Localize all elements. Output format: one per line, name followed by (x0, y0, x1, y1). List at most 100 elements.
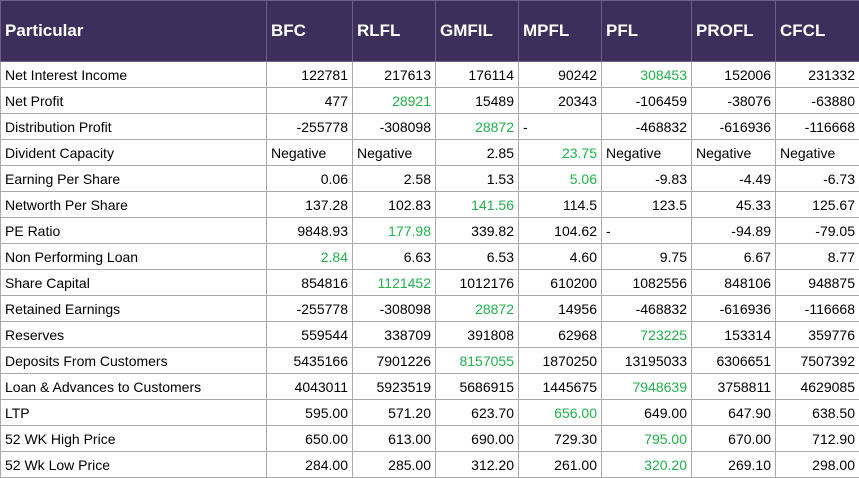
row-label: Loan & Advances to Customers (0, 373, 267, 400)
table-row: Deposits From Customers 5435166 7901226 815… (0, 347, 859, 374)
header-pfl: PFL (601, 0, 692, 62)
cell-profl: 269.10 (691, 451, 776, 478)
cell-gmfil: 690.00 (435, 425, 519, 452)
cell-profl: 45.33 (691, 191, 776, 218)
cell-pfl: 320.20 (601, 451, 692, 478)
cell-bfc: 284.00 (266, 451, 353, 478)
cell-rlfl: 285.00 (352, 451, 436, 478)
header-mpfl: MPFL (518, 0, 602, 62)
cell-profl: Negative (691, 139, 776, 166)
header-profl: PROFL (691, 0, 776, 62)
row-label: 52 Wk Low Price (0, 451, 267, 478)
cell-rlfl: 338709 (352, 321, 436, 348)
row-label: Deposits From Customers (0, 347, 267, 374)
cell-mpfl: 5.06 (518, 165, 602, 192)
cell-pfl: - (601, 217, 692, 244)
header-bfc: BFC (266, 0, 353, 62)
cell-mpfl: 1870250 (518, 347, 602, 374)
row-label: Net Interest Income (0, 61, 267, 88)
cell-bfc: 5435166 (266, 347, 353, 374)
cell-pfl: -9.83 (601, 165, 692, 192)
row-label: Distribution Profit (0, 113, 267, 140)
cell-cfcl: 8.77 (775, 243, 859, 270)
cell-pfl: 1082556 (601, 269, 692, 296)
cell-rlfl: Negative (352, 139, 436, 166)
cell-bfc: 0.06 (266, 165, 353, 192)
table-row: LTP 595.00 571.20 623.70 656.00 649.00 647.90 6… (0, 399, 859, 426)
cell-bfc: 477 (266, 87, 353, 114)
table-row: Non Performing Loan 2.84 6.63 6.53 4.60 9.75 6… (0, 243, 859, 270)
cell-gmfil: 6.53 (435, 243, 519, 270)
cell-pfl: -468832 (601, 113, 692, 140)
table-body: Net Interest Income 122781 217613 176114 902… (0, 61, 859, 478)
table-row: Reserves 559544 338709 391808 62968 723225 153… (0, 321, 859, 348)
table-row: Share Capital 854816 1121452 1012176 610200 1… (0, 269, 859, 296)
cell-profl: 6.67 (691, 243, 776, 270)
cell-pfl: 9.75 (601, 243, 692, 270)
row-label: 52 WK High Price (0, 425, 267, 452)
cell-cfcl: 948875 (775, 269, 859, 296)
cell-profl: 153314 (691, 321, 776, 348)
table-row: 52 Wk Low Price 284.00 285.00 312.20 261.00 3… (0, 451, 859, 478)
cell-pfl: 723225 (601, 321, 692, 348)
cell-bfc: 559544 (266, 321, 353, 348)
table-row: Divident Capacity Negative Negative 2.85 23.… (0, 139, 859, 166)
cell-bfc: -255778 (266, 113, 353, 140)
cell-pfl: 308453 (601, 61, 692, 88)
cell-mpfl: 14956 (518, 295, 602, 322)
table-row: PE Ratio 9848.93 177.98 339.82 104.62- -94.89… (0, 217, 859, 244)
row-label: Non Performing Loan (0, 243, 267, 270)
cell-cfcl: -116668 (775, 295, 859, 322)
cell-rlfl: 571.20 (352, 399, 436, 426)
cell-pfl: Negative (601, 139, 692, 166)
cell-rlfl: 6.63 (352, 243, 436, 270)
cell-bfc: 650.00 (266, 425, 353, 452)
header-rlfl: RLFL (352, 0, 436, 62)
table-row: Networth Per Share 137.28 102.83 141.56 114.… (0, 191, 859, 218)
cell-gmfil: 28872 (435, 113, 519, 140)
cell-profl: -616936 (691, 295, 776, 322)
cell-mpfl: 90242 (518, 61, 602, 88)
row-label: Share Capital (0, 269, 267, 296)
cell-cfcl: 7507392 (775, 347, 859, 374)
cell-profl: 670.00 (691, 425, 776, 452)
row-label: Reserves (0, 321, 267, 348)
cell-gmfil: 1012176 (435, 269, 519, 296)
cell-gmfil: 623.70 (435, 399, 519, 426)
cell-pfl: -106459 (601, 87, 692, 114)
cell-bfc: Negative (266, 139, 353, 166)
cell-mpfl: 610200 (518, 269, 602, 296)
cell-gmfil: 312.20 (435, 451, 519, 478)
cell-profl: -38076 (691, 87, 776, 114)
cell-mpfl: 104.62 (518, 217, 602, 244)
cell-mpfl: 62968 (518, 321, 602, 348)
cell-cfcl: -116668 (775, 113, 859, 140)
header-gmfil: GMFIL (435, 0, 519, 62)
cell-cfcl: 4629085 (775, 373, 859, 400)
cell-mpfl: 4.60 (518, 243, 602, 270)
cell-cfcl: -63880 (775, 87, 859, 114)
cell-rlfl: 5923519 (352, 373, 436, 400)
table-row: Net Interest Income 122781 217613 176114 902… (0, 61, 859, 88)
cell-bfc: 595.00 (266, 399, 353, 426)
row-label: Divident Capacity (0, 139, 267, 166)
cell-gmfil: 15489 (435, 87, 519, 114)
cell-rlfl: 1121452 (352, 269, 436, 296)
row-label: LTP (0, 399, 267, 426)
cell-pfl: -468832 (601, 295, 692, 322)
row-label: Networth Per Share (0, 191, 267, 218)
table-row: Net Profit 477 28921 15489 20343 -106459 -3807… (0, 87, 859, 114)
cell-pfl: 795.00 (601, 425, 692, 452)
table-row: Earning Per Share 0.06 2.58 1.53 5.06 -9.83 -4… (0, 165, 859, 192)
cell-gmfil: 339.82 (435, 217, 519, 244)
cell-bfc: 122781 (266, 61, 353, 88)
cell-bfc: 2.84 (266, 243, 353, 270)
cell-bfc: 137.28 (266, 191, 353, 218)
cell-rlfl: 102.83 (352, 191, 436, 218)
cell-gmfil: 8157055 (435, 347, 519, 374)
cell-gmfil: 28872 (435, 295, 519, 322)
table-row: Distribution Profit -255778 -308098 28872- -… (0, 113, 859, 140)
cell-gmfil: 141.56 (435, 191, 519, 218)
cell-profl: 3758811 (691, 373, 776, 400)
